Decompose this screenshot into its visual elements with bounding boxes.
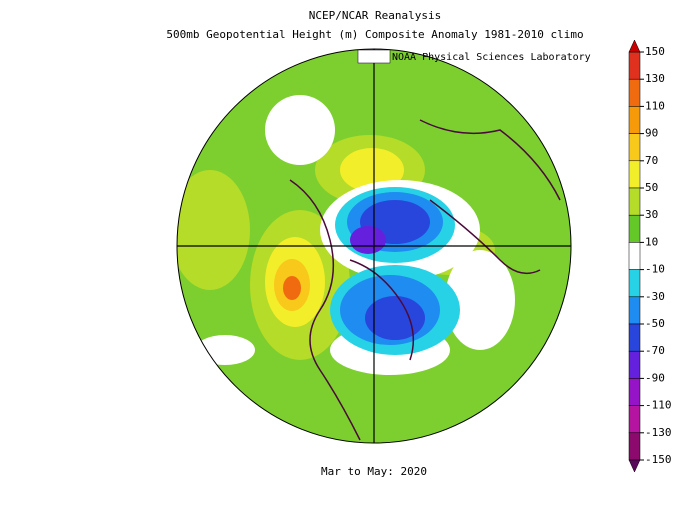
colorbar-band	[628, 160, 641, 189]
colorbar-band	[628, 187, 641, 216]
subtitle: 500mb Geopotential Height (m) Composite …	[166, 28, 583, 41]
colorbar-band	[628, 269, 641, 298]
colorbar-tick-label: 150	[645, 45, 665, 58]
colorbar-band	[628, 78, 641, 107]
colorbar-tick-label: -70	[645, 344, 665, 357]
colorbar-band	[628, 133, 641, 162]
colorbar-tick-label: 50	[645, 181, 658, 194]
colorbar-band	[628, 242, 641, 270]
title: NCEP/NCAR Reanalysis	[309, 9, 441, 22]
map-border	[176, 48, 572, 444]
period: Mar to May: 2020	[321, 465, 427, 478]
map	[177, 49, 571, 443]
colorbar-tick-label: -30	[645, 290, 665, 303]
colorbar-tick-label: -50	[645, 317, 665, 330]
colorbar-tick-label: 110	[645, 99, 665, 112]
colorbar-band	[628, 51, 641, 80]
colorbar-band	[628, 350, 641, 379]
colorbar-under-arrow	[628, 459, 641, 473]
colorbar-tick-label: -150	[645, 453, 672, 466]
colorbar-band	[628, 323, 641, 352]
colorbar-tick-label: 10	[645, 235, 658, 248]
colorbar-tick-label: 90	[645, 127, 658, 140]
anomaly-field	[177, 95, 515, 375]
coastlines	[289, 119, 561, 441]
colorbar-tick-label: -90	[645, 371, 665, 384]
credit: NOAA Physical Sciences Laboratory	[392, 52, 591, 63]
colorbar-band	[628, 378, 641, 406]
colorbar-band	[628, 296, 641, 325]
colorbar-over-arrow	[628, 39, 641, 53]
colorbar-band	[628, 214, 641, 243]
credit-box	[357, 49, 391, 64]
colorbar-tick-label: -10	[645, 263, 665, 276]
colorbar-tick-label: -130	[645, 426, 672, 439]
colorbar-band	[628, 405, 641, 434]
colorbar-tick-label: 70	[645, 154, 658, 167]
colorbar-band	[628, 432, 641, 461]
colorbar-tick-label: 130	[645, 72, 665, 85]
colorbar-tick-label: -110	[645, 399, 672, 412]
colorbar-band	[628, 106, 641, 134]
colorbar: 150 130 110 90 70 50 30 10 -10 -30 -50 -70 -90 -110 -1…	[628, 39, 672, 473]
colorbar-tick-label: 30	[645, 208, 658, 221]
